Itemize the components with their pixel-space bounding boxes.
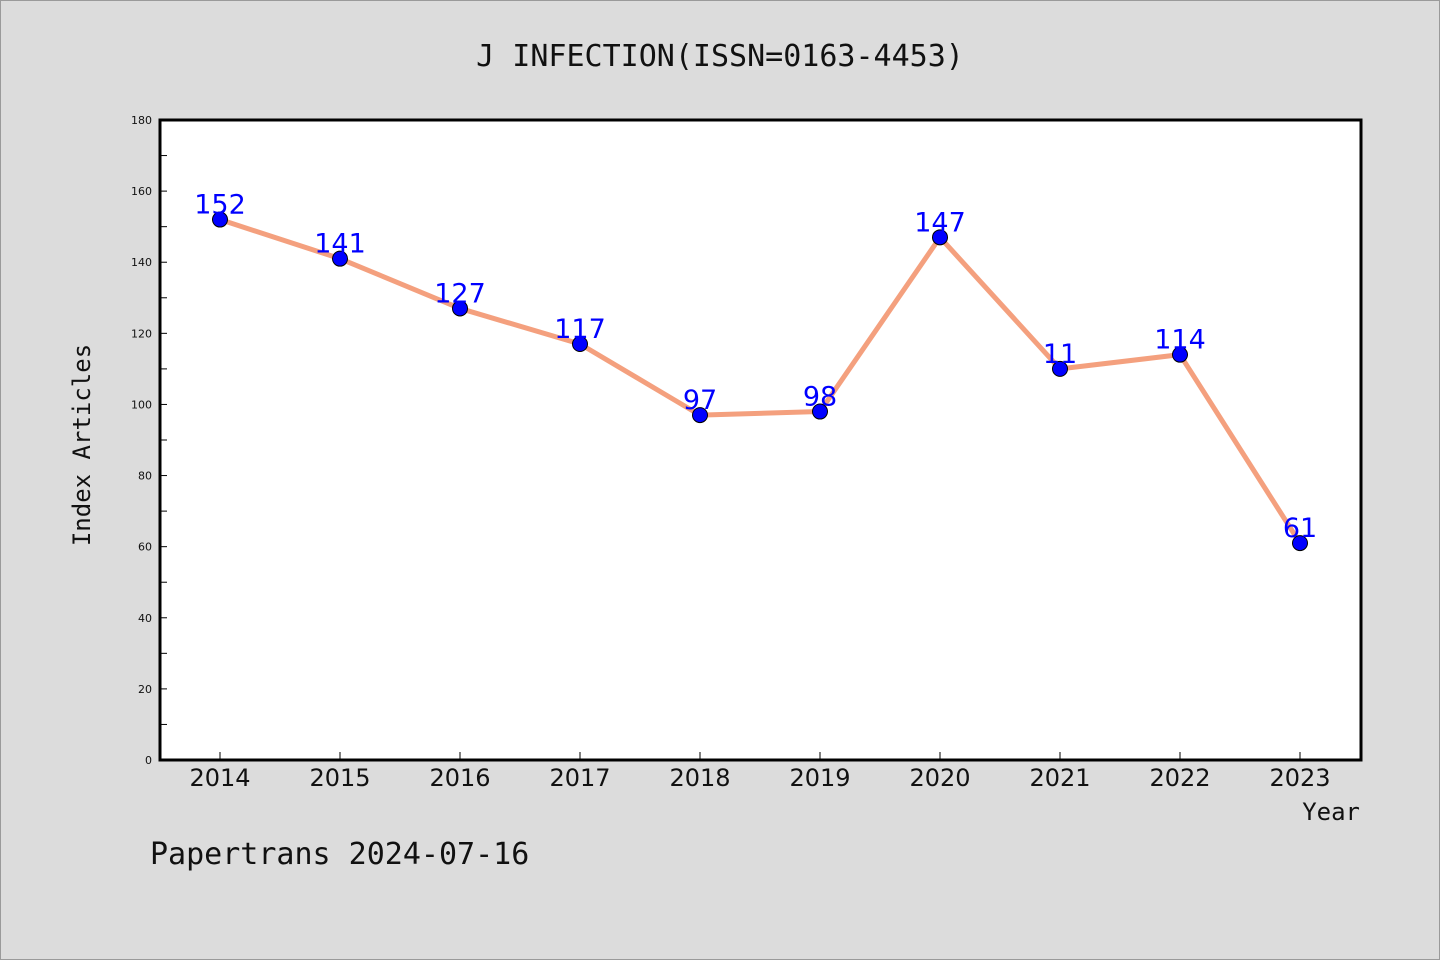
data-point [1172, 346, 1188, 363]
x-tick-label: 2014 [189, 764, 250, 792]
plot-border [158, 118, 1363, 762]
y-tick-label: 160 [131, 185, 152, 198]
x-tick-label: 2017 [549, 764, 610, 792]
data-label: 114 [1154, 325, 1206, 356]
x-tick-label: 2015 [309, 764, 370, 792]
data-label: 152 [194, 190, 246, 221]
y-tick-label: 20 [138, 683, 152, 696]
x-tick-label: 2018 [669, 764, 730, 792]
data-label: 147 [914, 207, 966, 238]
y-tick-label: 100 [131, 398, 152, 411]
data-point [212, 211, 228, 228]
y-tick-label: 60 [138, 541, 152, 554]
x-axis-label: Year [1302, 798, 1360, 826]
plot-area [160, 120, 1361, 760]
data-label: 97 [683, 385, 717, 416]
series-line-layer [217, 217, 1303, 546]
x-tick-label: 2021 [1029, 764, 1090, 792]
axis-ticks: 0 20 40 60 80 100 120 140 160 180 2014 2015 2016 2017… [131, 114, 1331, 792]
y-tick-label: 80 [138, 470, 152, 483]
data-point [332, 250, 348, 267]
data-label-layer: 152 141 127 117 97 98 147 11 114 61 [194, 190, 1317, 545]
data-point [572, 336, 588, 352]
y-tick-label: 40 [138, 612, 152, 625]
series-line [217, 217, 1303, 546]
data-label: 141 [314, 229, 366, 260]
data-point [1052, 360, 1068, 377]
y-tick-label: 140 [131, 256, 152, 269]
chart-title: J INFECTION(ISSN=0163-4453) [476, 39, 964, 74]
y-tick-label: 120 [131, 327, 152, 340]
y-tick-label: 180 [131, 114, 152, 127]
data-label: 98 [803, 382, 837, 413]
x-tick-label: 2019 [789, 764, 850, 792]
marker-layer [212, 211, 1308, 552]
y-axis-label: Index Articles [68, 344, 96, 546]
data-point [452, 300, 468, 317]
data-point [932, 229, 948, 246]
data-point [692, 407, 708, 424]
x-tick-label: 2023 [1269, 764, 1330, 792]
x-tick-label: 2022 [1149, 764, 1210, 792]
data-point [1292, 535, 1308, 552]
x-tick-label: 2020 [909, 764, 970, 792]
x-tick-label: 2016 [429, 764, 490, 792]
data-label: 117 [554, 314, 606, 345]
footer-credit: Papertrans 2024-07-16 [150, 837, 529, 872]
data-point [812, 403, 828, 420]
data-label: 11 [1043, 339, 1077, 370]
data-label: 127 [434, 278, 486, 309]
y-tick-label: 0 [145, 754, 152, 767]
data-label: 61 [1283, 513, 1317, 544]
